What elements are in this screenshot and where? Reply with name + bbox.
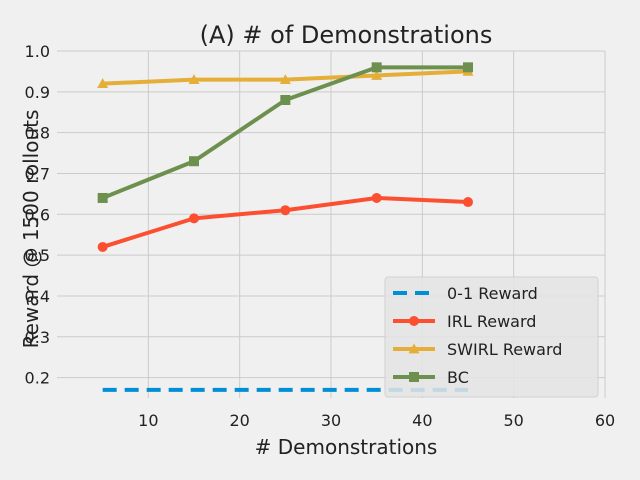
series-swirl-reward (97, 65, 474, 89)
data-point (97, 78, 109, 89)
legend-item: SWIRL Reward (393, 340, 562, 359)
data-point (97, 241, 108, 252)
x-axis-label: # Demonstrations (255, 435, 438, 459)
y-tick-label: 1.0 (25, 42, 50, 61)
legend-label: BC (447, 368, 469, 387)
grid (57, 50, 606, 398)
data-point (409, 372, 419, 382)
y-tick-label: 0.4 (25, 287, 50, 306)
y-tick-label: 0.6 (25, 205, 50, 224)
series-lines (97, 62, 474, 392)
x-tick-label: 40 (412, 411, 432, 430)
x-tick-label: 10 (138, 411, 158, 430)
data-point (408, 343, 420, 354)
y-axis-label: Reward @ 1500 rollouts (19, 110, 43, 349)
series-irl-reward (97, 192, 473, 252)
data-point (280, 94, 291, 105)
legend-item: IRL Reward (393, 312, 536, 331)
data-point (279, 74, 291, 84)
legend-label: 0-1 Reward (447, 284, 538, 303)
y-tick-label: 0.3 (25, 328, 50, 347)
x-tick-label: 30 (321, 411, 341, 430)
data-point (188, 74, 200, 84)
data-point (97, 192, 108, 203)
y-tick-label: 0.8 (25, 124, 50, 143)
y-tick-labels: 0.2 0.3 0.4 0.5 0.6 0.7 0.8 0.9 1.0 (25, 42, 50, 388)
data-point (189, 156, 199, 167)
legend-label: IRL Reward (447, 312, 536, 331)
data-point (463, 62, 473, 73)
data-point (463, 197, 473, 208)
y-tick-label: 0.5 (25, 246, 50, 265)
data-point (371, 62, 382, 73)
data-point (409, 316, 419, 326)
y-tick-label: 0.7 (25, 164, 50, 183)
x-tick-label: 50 (503, 411, 523, 430)
legend-item: 0-1 Reward (393, 284, 538, 303)
series-bc (97, 62, 473, 203)
data-point (371, 192, 382, 203)
legend-item: BC (393, 368, 469, 387)
x-tick-labels: 10 20 30 40 50 60 (138, 411, 615, 430)
x-tick-label: 20 (229, 411, 249, 430)
data-point (280, 205, 291, 216)
data-point (371, 69, 383, 80)
legend: 0-1 Reward IRL Reward SWIRL Reward BC (384, 276, 599, 398)
legend-box (384, 276, 599, 398)
chart-title: (A) # of Demonstrations (200, 21, 493, 49)
y-tick-label: 0.2 (25, 369, 50, 388)
y-tick-label: 0.9 (25, 83, 50, 102)
data-point (189, 213, 199, 224)
legend-label: SWIRL Reward (447, 340, 562, 359)
x-tick-label: 60 (595, 411, 615, 430)
